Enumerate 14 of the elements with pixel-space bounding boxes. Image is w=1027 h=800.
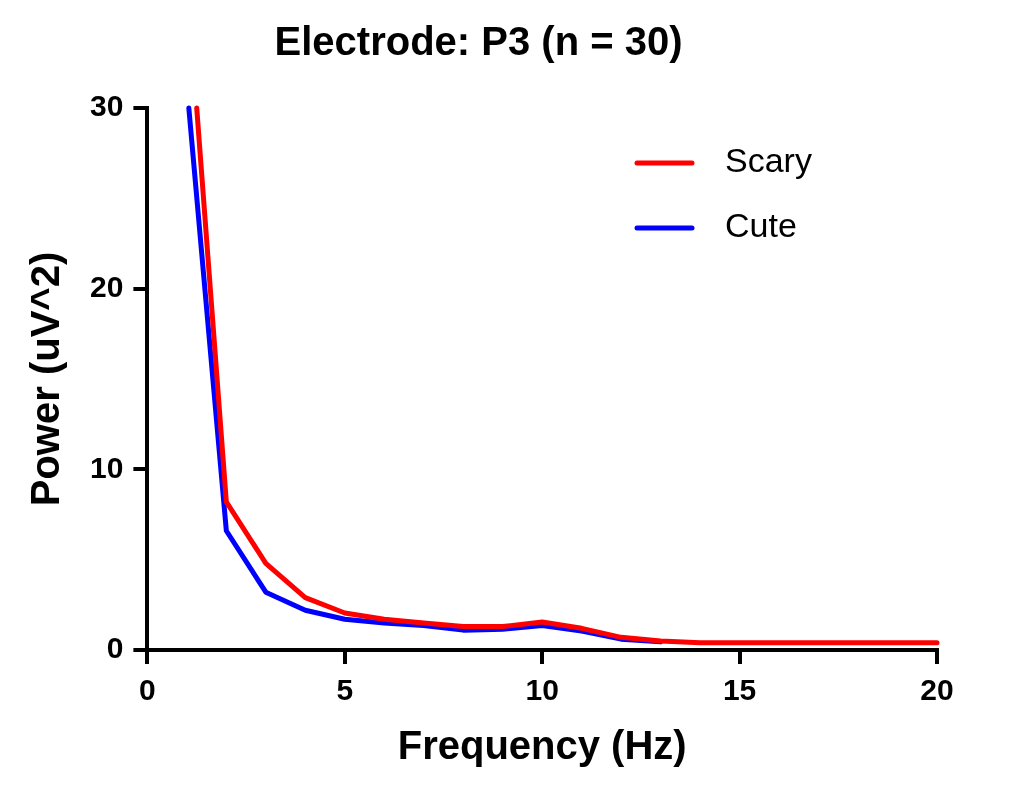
y-tick-label: 0	[106, 631, 124, 665]
x-tick-label: 10	[525, 673, 559, 707]
chart-title: Electrode: P3 (n = 30)	[274, 19, 683, 64]
x-tick-label: 5	[336, 673, 354, 707]
y-tick-label: 10	[89, 450, 124, 484]
x-tick-label: 20	[920, 673, 954, 707]
y-axis-title: Power (uV^2)	[23, 251, 68, 507]
legend-label: Cute	[725, 206, 797, 245]
y-tick-label: 20	[89, 269, 124, 303]
x-tick-label: 0	[139, 673, 156, 707]
x-axis-title: Frequency (Hz)	[397, 723, 687, 768]
x-tick-label: 15	[722, 673, 757, 707]
y-tick-label: 30	[89, 89, 124, 123]
legend-label: Scary	[725, 141, 812, 180]
